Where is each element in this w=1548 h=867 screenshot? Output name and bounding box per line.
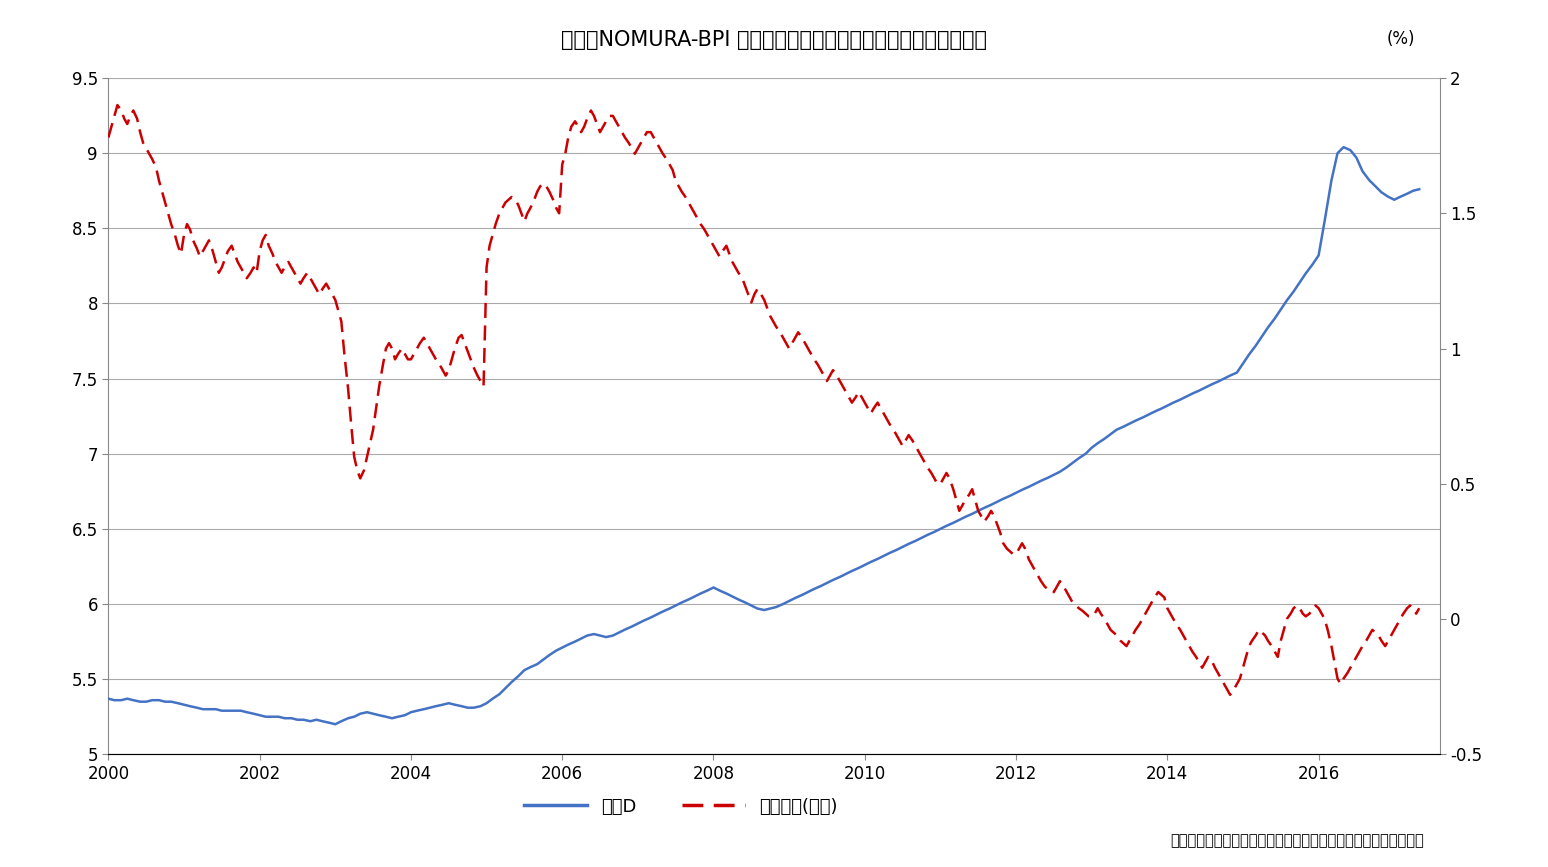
Legend: 修正D, 長期金利(右軸): 修正D, 長期金利(右軸) — [517, 791, 845, 823]
Text: 図表：NOMURA-BPI 総合の修正デュレーションと長期金利の推移: 図表：NOMURA-BPI 総合の修正デュレーションと長期金利の推移 — [560, 30, 988, 50]
Text: (%): (%) — [1387, 30, 1415, 49]
Text: 出所：野村證券及び日本相互証券の公表する数値を基に筆者作成: 出所：野村證券及び日本相互証券の公表する数値を基に筆者作成 — [1170, 833, 1424, 848]
